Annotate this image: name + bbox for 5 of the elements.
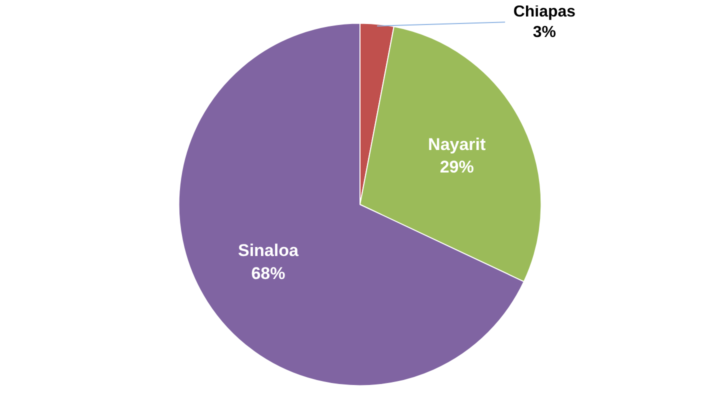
slice-label: Nayarit [428,134,486,154]
data-label: 3% [532,24,556,41]
data-label: 68% [251,264,286,284]
data-label: 29% [440,158,474,177]
slice-label: Sinaloa [238,241,299,260]
